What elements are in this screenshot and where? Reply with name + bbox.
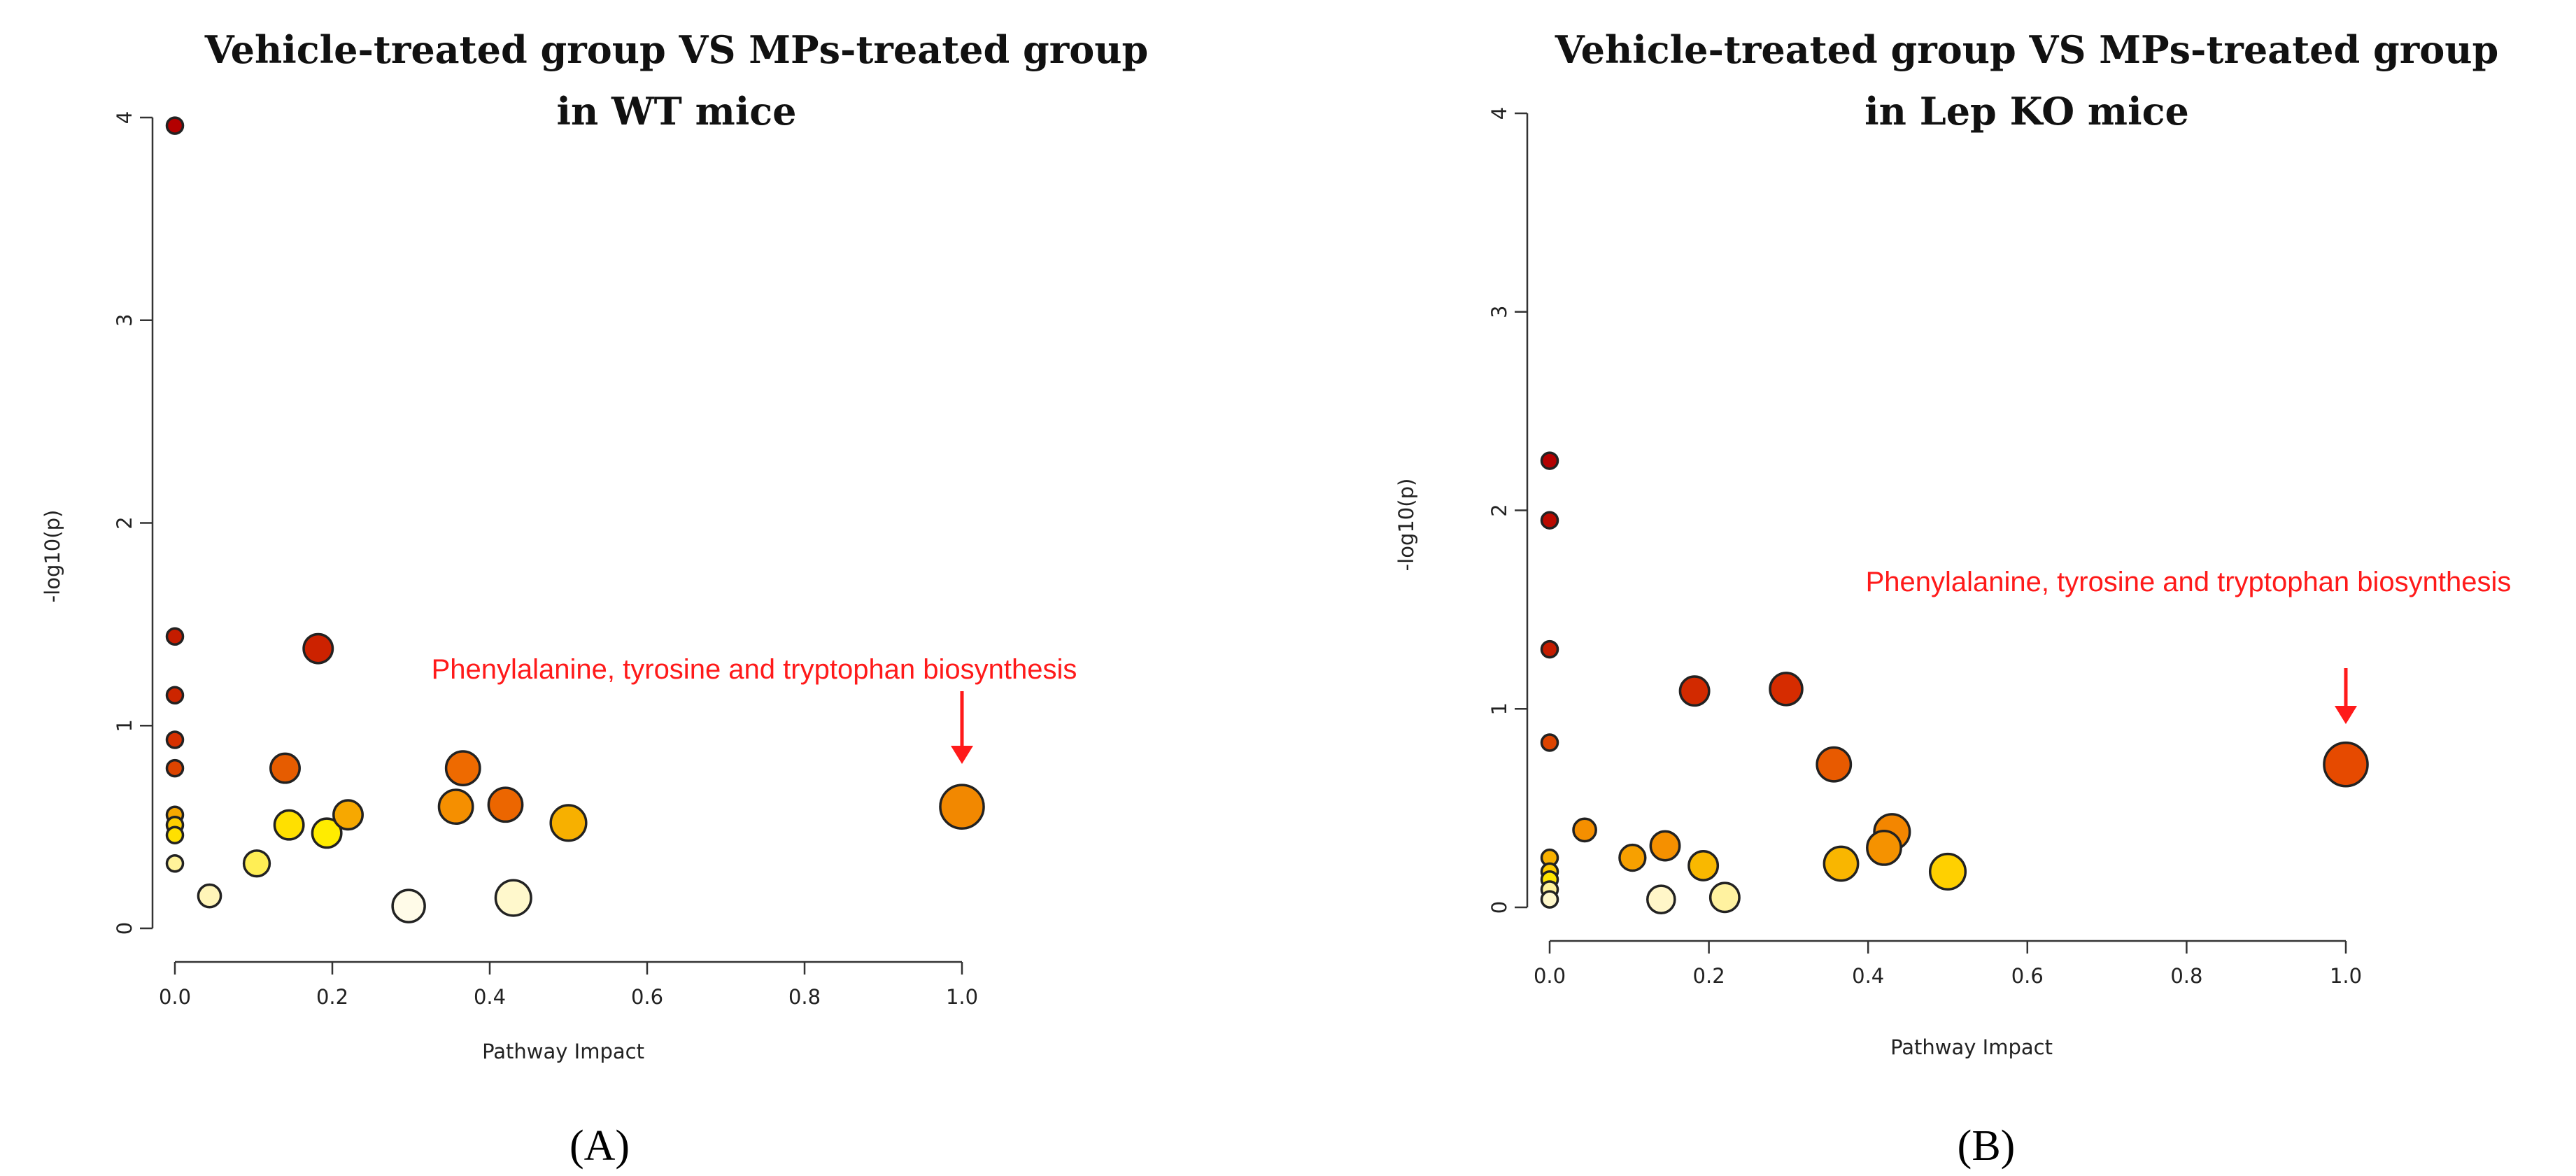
data-point bbox=[444, 750, 481, 786]
data-point bbox=[165, 758, 185, 778]
marks bbox=[165, 116, 985, 923]
chart-title: Vehicle-treated group VS MPs-treated gro… bbox=[204, 27, 1149, 72]
panel-label: (B) bbox=[1958, 1122, 2016, 1170]
data-point bbox=[939, 784, 985, 830]
chart-title: Vehicle-treated group VS MPs-treated gro… bbox=[1555, 27, 2499, 72]
data-point bbox=[1540, 511, 1559, 530]
data-point bbox=[273, 809, 305, 841]
panel-a: Vehicle-treated group VS MPs-treated gro… bbox=[41, 27, 1148, 1170]
data-point bbox=[494, 879, 532, 917]
marks bbox=[1540, 451, 2369, 914]
panel-label: (A) bbox=[569, 1122, 630, 1170]
x-tick-label: 0.0 bbox=[159, 985, 191, 1009]
data-point bbox=[165, 686, 185, 705]
data-point bbox=[487, 786, 524, 823]
data-point bbox=[302, 632, 334, 665]
data-point bbox=[1866, 829, 1902, 866]
data-point bbox=[1540, 639, 1559, 659]
x-tick-label: 0.2 bbox=[316, 985, 348, 1009]
y-tick-label: 2 bbox=[113, 516, 136, 529]
data-point bbox=[1540, 451, 1559, 470]
y-tick-label: 1 bbox=[113, 719, 136, 732]
y-tick-label: 3 bbox=[113, 314, 136, 327]
data-point bbox=[1928, 852, 1967, 891]
data-point bbox=[332, 799, 364, 831]
y-axis-label: -log10(p) bbox=[1394, 479, 1418, 572]
data-point bbox=[549, 804, 588, 842]
arrow-head bbox=[2335, 706, 2357, 724]
y-tick-label: 3 bbox=[1487, 306, 1511, 318]
data-point bbox=[1540, 890, 1559, 909]
axes: 0.0 0.2 0.4 0.6 0.8 1.0 0 1 2 3 4 bbox=[1487, 107, 2362, 988]
data-point bbox=[197, 883, 222, 909]
panel-b: Vehicle-treated group VS MPs-treated gro… bbox=[1394, 27, 2511, 1170]
y-tick-label: 0 bbox=[1487, 901, 1511, 914]
data-point bbox=[437, 788, 474, 826]
data-point bbox=[1769, 672, 1804, 707]
data-point bbox=[311, 817, 343, 849]
x-tick-label: 0.0 bbox=[1534, 964, 1566, 988]
y-tick-label: 1 bbox=[1487, 702, 1511, 715]
data-point bbox=[1649, 830, 1681, 862]
data-point bbox=[1618, 843, 1647, 872]
y-tick-label: 4 bbox=[113, 111, 136, 124]
data-point bbox=[1823, 845, 1860, 882]
x-axis-label: Pathway Impact bbox=[1890, 1035, 2053, 1059]
x-tick-label: 1.0 bbox=[2330, 964, 2362, 988]
pathway-annotation: Phenylalanine, tyrosine and tryptophan b… bbox=[1866, 567, 2512, 597]
arrow-head bbox=[951, 746, 973, 764]
data-point bbox=[269, 752, 301, 784]
axes: 0.0 0.2 0.4 0.6 0.8 1.0 0 1 2 3 4 bbox=[113, 111, 978, 1009]
x-tick-label: 0.6 bbox=[631, 985, 663, 1009]
annotation-arrow bbox=[951, 691, 973, 764]
x-tick-label: 0.8 bbox=[788, 985, 821, 1009]
data-point bbox=[1687, 849, 1720, 881]
x-tick-label: 1.0 bbox=[946, 985, 978, 1009]
y-tick-label: 0 bbox=[113, 922, 136, 935]
data-point bbox=[1816, 746, 1853, 783]
data-point bbox=[165, 116, 185, 135]
data-point bbox=[391, 888, 426, 923]
x-tick-label: 0.4 bbox=[474, 985, 506, 1009]
data-point bbox=[1540, 733, 1559, 752]
data-point bbox=[165, 826, 185, 844]
chart-subtitle: in Lep KO mice bbox=[1864, 89, 2189, 134]
data-point bbox=[1572, 817, 1597, 843]
data-point bbox=[165, 854, 185, 873]
data-point bbox=[2323, 741, 2369, 788]
x-tick-label: 0.2 bbox=[1693, 964, 1725, 988]
data-point bbox=[165, 730, 185, 749]
x-tick-label: 0.8 bbox=[2170, 964, 2202, 988]
data-point bbox=[1646, 884, 1676, 914]
chart-subtitle: in WT mice bbox=[556, 89, 796, 134]
data-point bbox=[242, 849, 271, 878]
x-tick-label: 0.6 bbox=[2011, 964, 2044, 988]
annotation-arrow bbox=[2335, 668, 2357, 724]
x-tick-label: 0.4 bbox=[1852, 964, 1884, 988]
x-axis-label: Pathway Impact bbox=[482, 1040, 644, 1063]
y-tick-label: 2 bbox=[1487, 504, 1511, 516]
pathway-annotation: Phenylalanine, tyrosine and tryptophan b… bbox=[432, 654, 1077, 685]
data-point bbox=[1708, 881, 1741, 914]
data-point bbox=[165, 627, 185, 646]
y-tick-label: 4 bbox=[1487, 107, 1511, 120]
data-point bbox=[1678, 675, 1711, 707]
y-axis-label: -log10(p) bbox=[41, 510, 64, 603]
